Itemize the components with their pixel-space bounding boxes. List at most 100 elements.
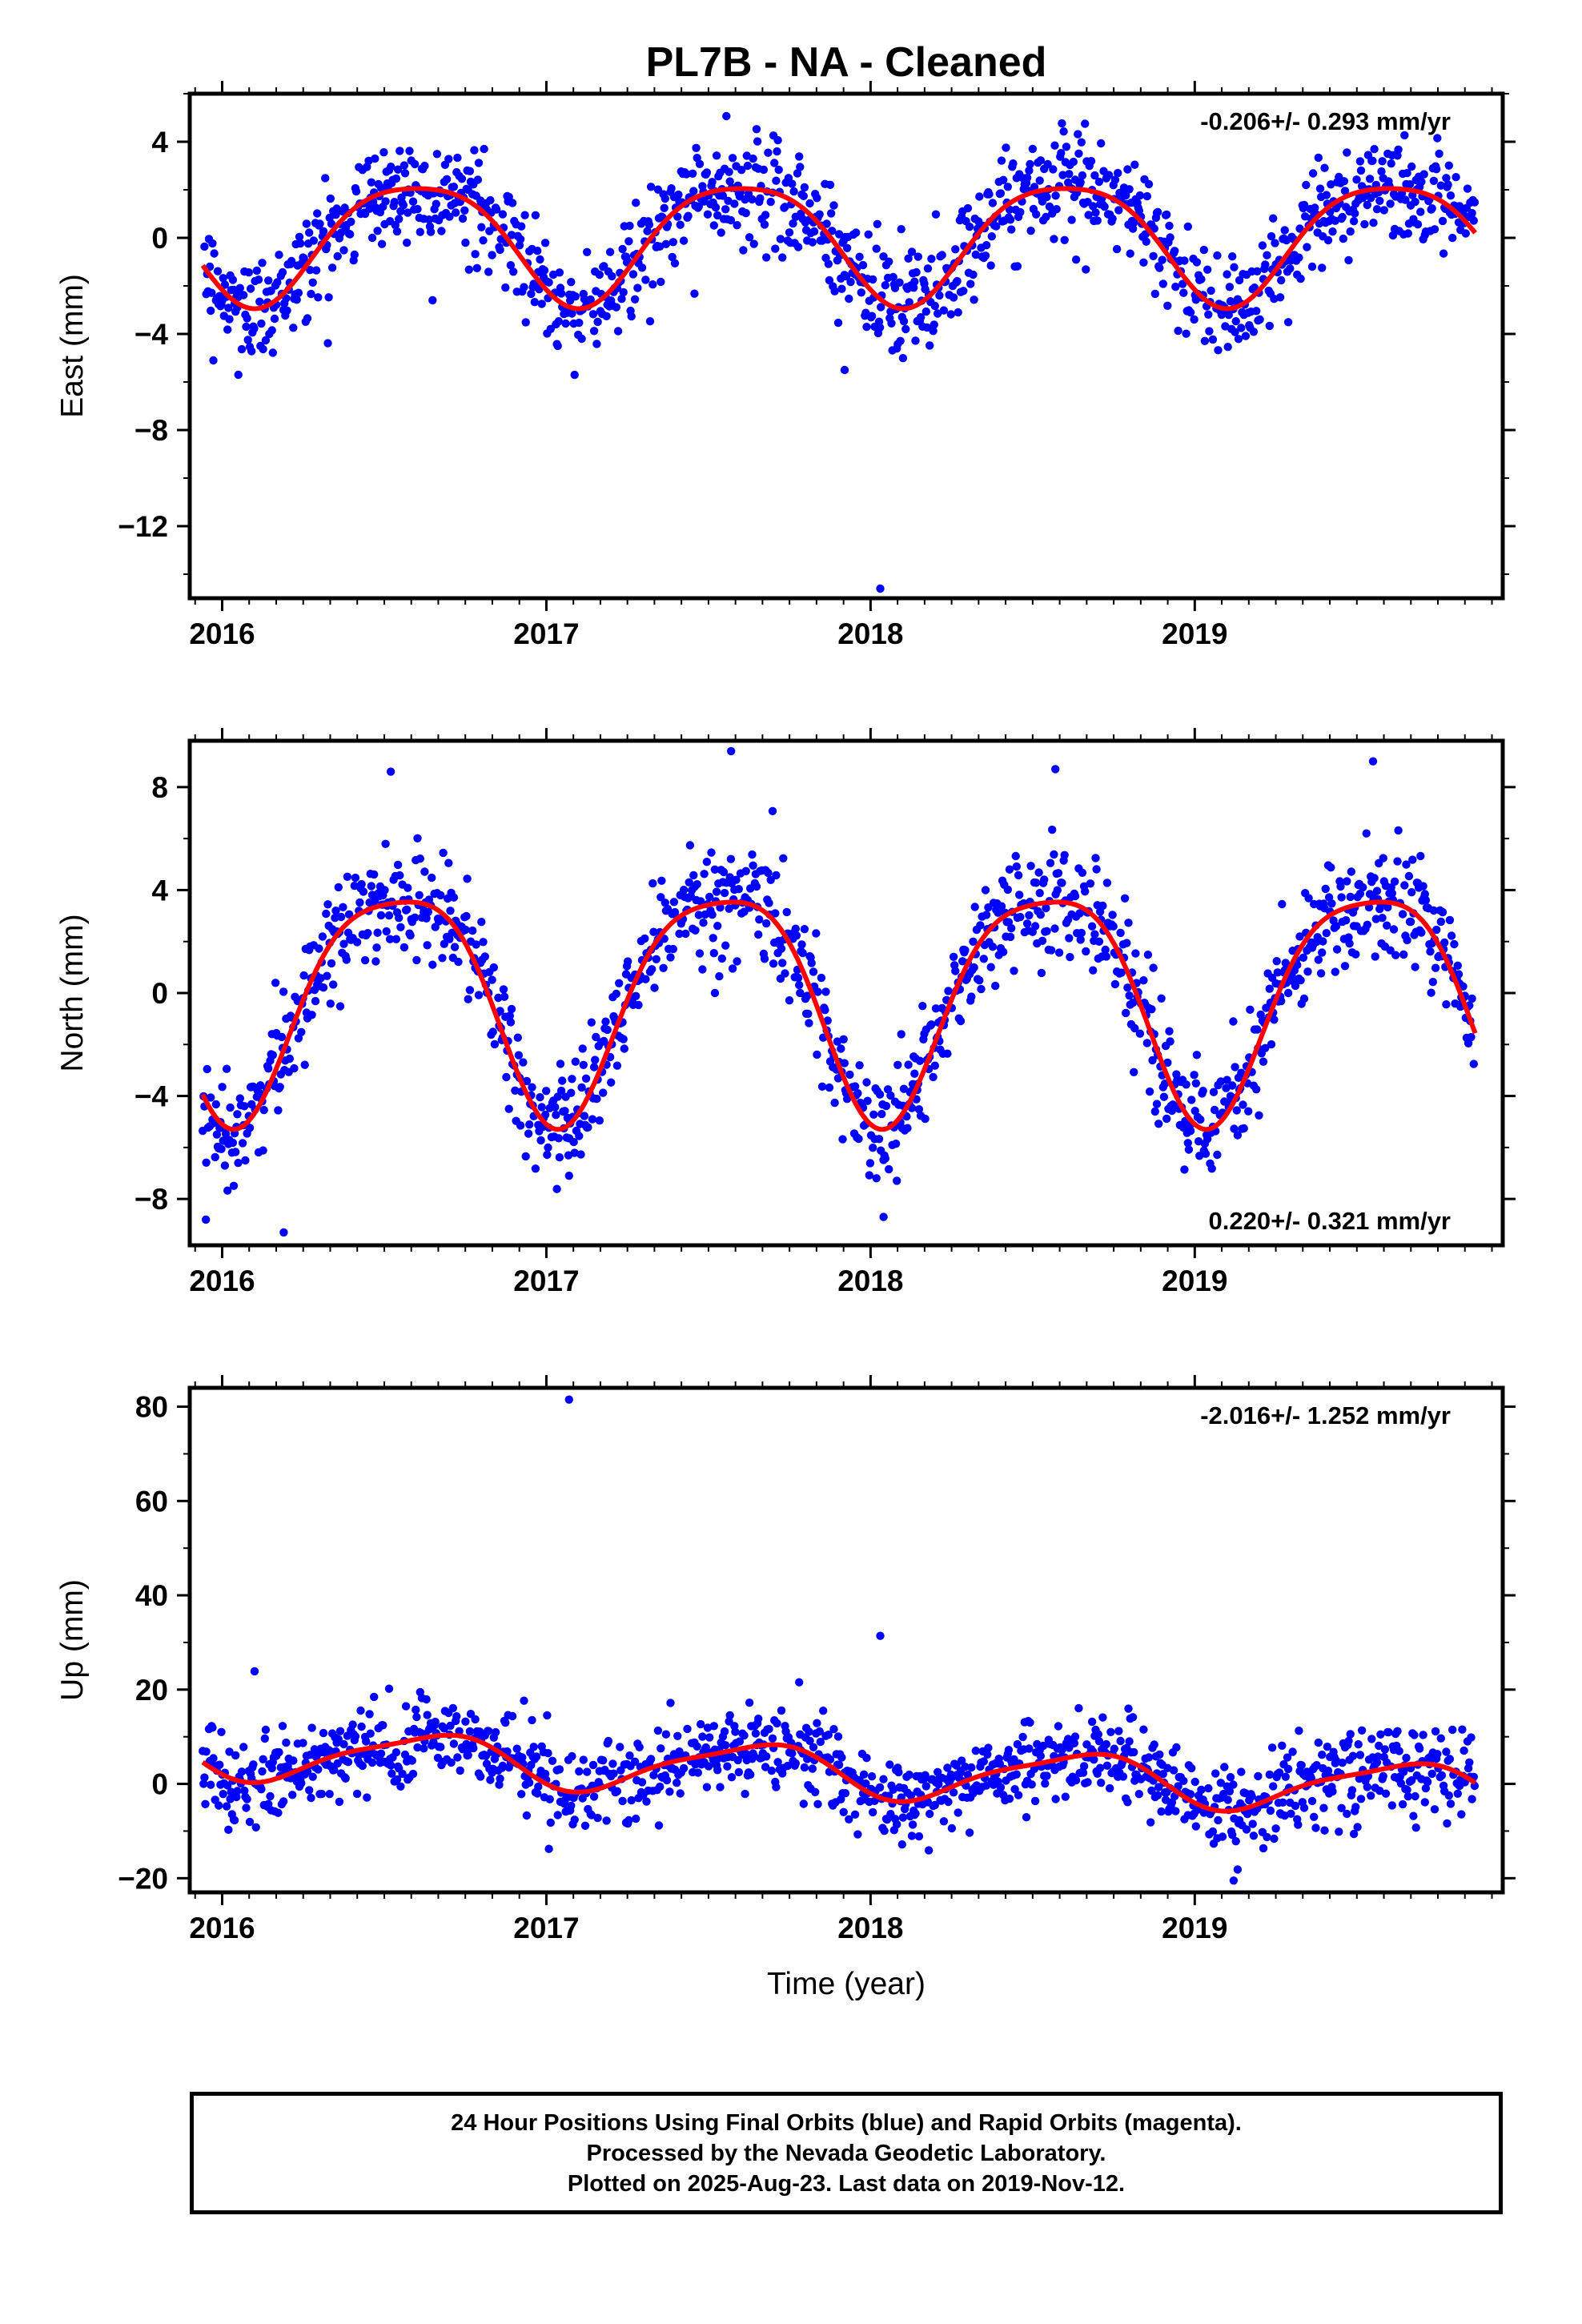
data-point [916,313,926,322]
data-point [674,190,683,199]
data-point [299,1739,307,1747]
data-point [423,1711,432,1719]
data-point [803,1755,812,1763]
data-point [1025,166,1034,175]
data-point [1432,165,1441,174]
data-point [1379,854,1387,862]
data-point [1287,1809,1295,1818]
data-point [833,318,843,328]
data-point [781,969,789,978]
data-point [1279,1798,1287,1807]
data-point [1179,1776,1188,1785]
data-point [313,209,322,218]
data-point [1180,1165,1189,1174]
data-point [939,1817,949,1826]
data-point [1026,159,1034,169]
data-point [1125,991,1134,1000]
data-point [1231,1063,1239,1072]
data-point [704,1762,713,1771]
data-point [894,1767,903,1777]
data-point [1469,216,1479,225]
data-point [555,1153,564,1162]
data-point [1384,1727,1393,1737]
data-point [1283,1753,1292,1762]
data-point [520,283,528,292]
data-point [648,965,656,974]
data-point [348,1720,357,1729]
data-point [921,1782,931,1791]
data-point [1266,1806,1275,1815]
data-point [460,206,469,215]
data-point [799,1799,808,1808]
data-point [1171,1807,1180,1815]
data-point [725,1717,733,1726]
data-point [1078,1768,1088,1777]
data-point [254,275,263,284]
data-point [432,199,440,208]
data-point [1468,994,1476,1003]
data-point [480,144,488,154]
data-point [1249,1831,1259,1840]
data-point [452,208,460,217]
data-point [1337,893,1346,902]
data-point [703,1723,713,1732]
data-point [202,1215,211,1224]
data-point [396,1782,405,1791]
data-point [580,1112,589,1120]
data-point [1258,241,1267,250]
data-point [1229,1876,1239,1885]
data-point [1448,1725,1457,1735]
data-point [436,891,445,900]
data-point [1025,1744,1034,1753]
data-point [977,984,986,994]
data-point [520,1696,528,1705]
data-point [1076,178,1085,187]
data-point [1467,1733,1476,1742]
data-point [754,930,763,939]
data-point [798,948,807,958]
data-point [1265,321,1275,331]
data-point [1315,184,1325,193]
data-point [244,268,253,277]
data-point [1278,899,1287,909]
data-point [1372,205,1382,214]
data-point [567,1088,576,1097]
data-point [853,1089,862,1098]
data-point [568,1075,576,1084]
data-point [881,1101,891,1111]
data-point [242,322,251,332]
y-tick-label: 0 [151,977,168,1010]
data-point [568,1751,576,1761]
data-point [1445,915,1455,925]
data-point [1352,175,1361,184]
data-point [725,167,733,176]
data-point [615,979,624,988]
data-point [1336,882,1345,891]
data-point [517,222,526,231]
data-point [1046,946,1056,955]
data-point [875,1090,885,1099]
data-point [311,996,320,1006]
data-point [219,1790,227,1799]
data-point [351,187,361,196]
data-point [579,1755,588,1764]
data-point [1419,1731,1427,1739]
data-point [1089,202,1098,211]
data-point [496,1774,504,1783]
data-point [885,257,893,266]
data-point [971,1747,981,1755]
data-point [855,252,864,261]
data-point [797,940,806,949]
data-point [1443,1819,1452,1828]
data-point [619,287,628,297]
data-point [317,1789,326,1799]
data-point [842,243,852,252]
data-point [1231,1837,1240,1846]
data-point [448,1703,457,1713]
data-point [805,199,814,208]
data-point [1213,1150,1222,1160]
data-point [954,1808,962,1817]
data-point [1343,1809,1351,1819]
data-point [813,1050,821,1059]
data-point [1086,879,1095,888]
